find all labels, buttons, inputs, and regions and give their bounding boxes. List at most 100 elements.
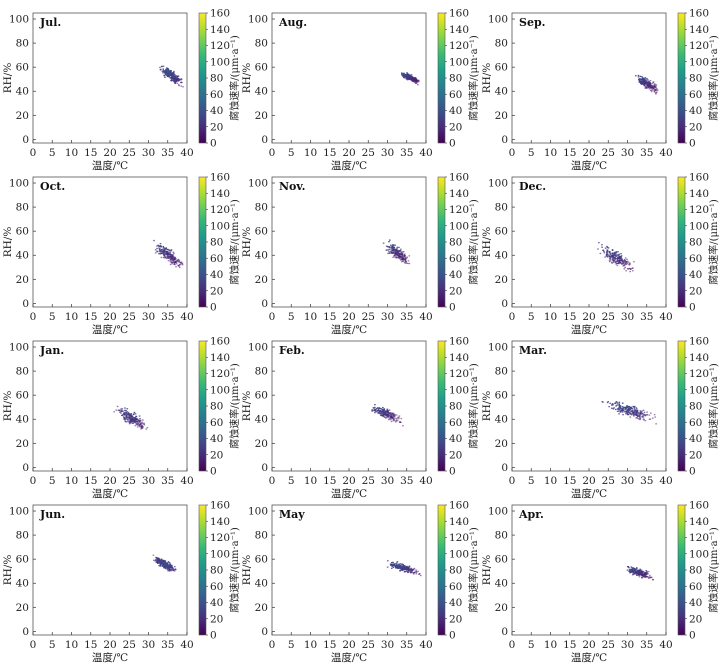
colorbar-tick-label: 80: [449, 401, 462, 413]
data-point: [655, 89, 657, 91]
data-point: [413, 567, 416, 570]
data-point: [401, 566, 403, 568]
y-tick-label: 80: [16, 366, 29, 378]
data-point: [621, 406, 624, 408]
data-point: [648, 86, 651, 88]
data-point: [616, 410, 619, 412]
data-point: [123, 418, 125, 420]
data-point: [394, 414, 396, 416]
data-point: [643, 78, 645, 81]
x-tick-label: 25: [602, 311, 615, 323]
data-point: [382, 410, 384, 413]
data-point: [612, 253, 615, 255]
data-point: [130, 420, 133, 422]
data-point: [165, 254, 167, 256]
y-tick-label: 20: [495, 274, 508, 286]
data-point: [645, 573, 648, 575]
x-tick-label: 0: [509, 311, 516, 323]
data-point: [395, 251, 398, 253]
data-point: [395, 567, 397, 569]
data-point: [628, 408, 631, 410]
x-tick-label: 10: [544, 475, 557, 487]
colorbar-tick-label: 140: [689, 24, 709, 36]
data-point: [402, 564, 404, 566]
x-tick-label: 20: [103, 311, 116, 323]
colorbar-label: 腐蚀速率/(μm·a⁻¹): [707, 527, 720, 613]
data-point: [113, 411, 115, 413]
data-point: [611, 257, 614, 259]
data-point: [620, 410, 622, 412]
data-point: [624, 264, 626, 266]
data-point: [404, 262, 406, 264]
data-point: [618, 409, 621, 411]
data-point: [642, 570, 645, 573]
data-point: [415, 571, 418, 574]
data-point: [122, 416, 125, 418]
y-tick-label: 100: [9, 178, 29, 190]
data-point: [646, 572, 648, 575]
colorbar-tick-label: 120: [210, 532, 230, 544]
data-point: [386, 408, 389, 410]
data-point: [629, 270, 631, 273]
data-point: [611, 262, 613, 264]
data-point: [399, 570, 401, 572]
data-point: [396, 420, 399, 422]
data-point: [176, 261, 179, 263]
data-point: [410, 77, 413, 79]
data-point: [611, 252, 613, 254]
data-point: [402, 569, 404, 571]
colorbar-tick-label: 60: [689, 253, 702, 265]
data-point: [164, 248, 166, 250]
data-point: [651, 85, 653, 87]
data-point: [172, 77, 175, 79]
data-point: [154, 252, 157, 254]
colorbar-tick-label: 80: [689, 73, 702, 85]
data-point: [379, 412, 381, 414]
colorbar-tick-label: 160: [689, 8, 709, 20]
data-point: [646, 81, 649, 83]
data-point: [654, 86, 656, 88]
x-tick-label: 10: [65, 639, 78, 651]
data-point: [131, 415, 134, 418]
colorbar-tick-label: 60: [210, 89, 223, 101]
data-point: [612, 259, 615, 262]
data-point: [418, 573, 421, 575]
data-point: [174, 261, 176, 263]
x-tick-label: 15: [84, 311, 97, 323]
data-point: [402, 260, 404, 262]
colorbar-label: 腐蚀速率/(μm·a⁻¹): [467, 35, 480, 121]
data-point: [623, 407, 626, 409]
plot-area: [511, 176, 667, 308]
data-point: [409, 570, 412, 573]
data-point: [629, 406, 632, 408]
data-point: [162, 65, 165, 67]
data-point: [406, 72, 408, 74]
data-point: [133, 411, 136, 414]
data-point: [126, 414, 128, 416]
x-tick-label: 25: [362, 311, 375, 323]
data-point: [395, 255, 397, 257]
data-point: [166, 565, 169, 567]
data-point: [118, 411, 121, 413]
colorbar-tick-label: 80: [210, 237, 223, 249]
data-point: [382, 242, 385, 244]
data-point: [627, 261, 630, 263]
data-point: [396, 246, 399, 248]
colorbar-tick-label: 100: [689, 220, 709, 232]
x-tick-label: 35: [640, 639, 653, 651]
data-point: [400, 253, 402, 255]
colorbar-tick-label: 100: [210, 548, 230, 560]
data-point: [129, 418, 132, 421]
data-point: [173, 256, 176, 258]
data-point: [625, 270, 627, 272]
data-point: [399, 566, 402, 568]
data-point: [390, 251, 392, 253]
data-point: [628, 264, 631, 266]
data-point: [394, 417, 397, 419]
data-point: [167, 570, 169, 572]
data-point: [612, 261, 615, 264]
data-point: [616, 402, 619, 404]
data-point: [170, 249, 172, 252]
data-point: [401, 73, 403, 75]
data-point: [394, 565, 397, 568]
